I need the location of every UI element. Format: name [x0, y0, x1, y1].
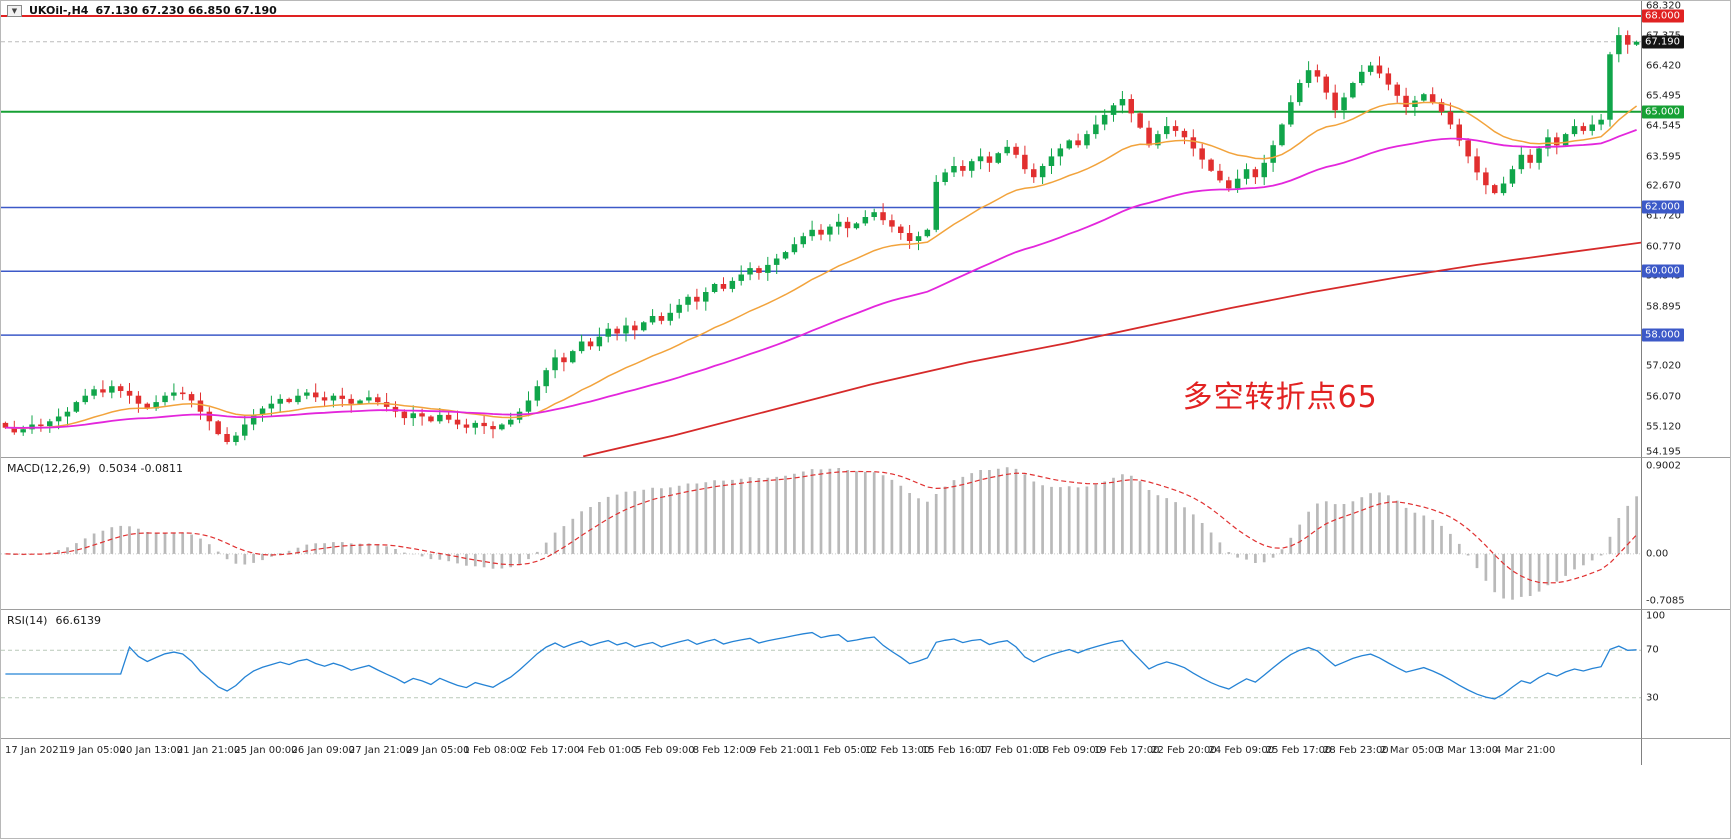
price-axis-tick: 55.120 — [1646, 421, 1681, 433]
rsi-chart-svg[interactable] — [1, 610, 1641, 738]
time-axis-label: 19 Jan 05:00 — [62, 745, 126, 756]
ma-fast-line — [5, 101, 1638, 429]
time-axis-label: 2 Feb 17:00 — [520, 745, 581, 756]
price-axis[interactable]: 68.32067.37566.42065.49564.54563.59562.6… — [1641, 1, 1730, 458]
chart-ohlc-header: ▼ UKOil-,H4 67.130 67.230 66.850 67.190 — [7, 4, 277, 17]
time-axis-label: 18 Feb 09:00 — [1036, 745, 1103, 756]
time-axis-label: 29 Jan 05:00 — [406, 745, 470, 756]
time-axis-label: 25 Jan 00:00 — [234, 745, 298, 756]
time-axis[interactable]: 17 Jan 2021 19 Jan 05:00 20 Jan 13:00 21 Ja… — [1, 739, 1641, 765]
rsi-axis-tick: 30 — [1646, 692, 1659, 704]
price-axis-tick: 64.545 — [1646, 120, 1681, 132]
time-axis-label: 22 Feb 20:00 — [1151, 745, 1217, 756]
time-axis-label: 9 Feb 21:00 — [750, 745, 810, 756]
macd-axis[interactable]: 0.9002 0.00 -0.7085 — [1641, 458, 1730, 610]
macd-title: MACD(12,26,9) — [7, 462, 91, 475]
macd-signal-line — [5, 470, 1638, 584]
ma-slow-line — [582, 241, 1641, 457]
level-price-badge: 62.000 — [1642, 200, 1684, 214]
time-axis-label: 26 Jan 09:00 — [291, 745, 355, 756]
time-axis-label: 2 Mar 05:00 — [1380, 745, 1441, 756]
time-axis-label: 27 Jan 21:00 — [348, 745, 413, 756]
time-axis-label: 4 Feb 01:00 — [578, 745, 638, 756]
ma-mid-line — [5, 129, 1637, 429]
time-axis-label: 4 Mar 21:00 — [1495, 745, 1556, 756]
annotation-text: 多空转折点65 — [1182, 380, 1378, 416]
rsi-line — [5, 631, 1637, 700]
price-chart-panel[interactable]: ▼ UKOil-,H4 67.130 67.230 66.850 67.190 … — [1, 1, 1641, 458]
price-axis-tick: 54.195 — [1646, 446, 1681, 458]
time-axis-label: 3 Mar 13:00 — [1437, 745, 1499, 756]
price-axis-tick: 63.595 — [1646, 151, 1681, 163]
price-axis-tick: 60.770 — [1646, 241, 1681, 253]
rsi-panel[interactable]: RSI(14) 66.6139 — [1, 610, 1641, 739]
time-axis-label: 17 Jan 2021 — [5, 745, 65, 756]
time-axis-label: 11 Feb 05:00 — [807, 745, 873, 756]
symbol-timeframe-label: UKOil-,H4 — [29, 4, 89, 17]
rsi-title: RSI(14) — [7, 614, 48, 627]
price-axis-tick: 61.720 — [1646, 210, 1681, 222]
price-axis-tick: 65.495 — [1646, 90, 1681, 102]
rsi-axis-tick: 70 — [1646, 644, 1659, 656]
time-axis-label: 24 Feb 09:00 — [1208, 745, 1275, 756]
price-axis-tick: 68.320 — [1646, 0, 1681, 12]
rsi-axis-tick: 100 — [1646, 610, 1666, 622]
ohlc-quote-text: 67.130 67.230 66.850 67.190 — [95, 4, 277, 17]
time-axis-label: 28 Feb 23:00 — [1323, 745, 1389, 756]
time-axis-label: 21 Jan 21:00 — [176, 745, 241, 756]
time-axis-label: 5 Feb 09:00 — [635, 745, 695, 756]
chart-grid: ▼ UKOil-,H4 67.130 67.230 66.850 67.190 … — [1, 1, 1730, 765]
price-axis-tick: 56.070 — [1646, 391, 1681, 403]
rsi-axis[interactable]: 100 70 30 — [1641, 610, 1730, 739]
price-axis-tick: 66.420 — [1646, 60, 1681, 72]
candlestick-chart-svg[interactable] — [1, 1, 1641, 457]
macd-axis-tick: -0.7085 — [1646, 595, 1685, 607]
price-axis-tick: 57.020 — [1646, 360, 1681, 372]
time-axis-label: 25 Feb 17:00 — [1265, 745, 1332, 756]
level-price-badge: 68.000 — [1642, 9, 1684, 23]
macd-axis-tick: 0.9002 — [1646, 460, 1681, 472]
price-axis-tick: 58.895 — [1646, 301, 1681, 313]
time-axis-label: 8 Feb 12:00 — [692, 745, 752, 756]
level-price-badge: 58.000 — [1642, 328, 1684, 342]
time-axis-label: 12 Feb 13:00 — [864, 745, 931, 756]
macd-panel[interactable]: MACD(12,26,9) 0.5034 -0.0811 — [1, 458, 1641, 610]
macd-histogram — [12, 467, 1638, 600]
time-axis-label: 20 Jan 13:00 — [119, 745, 183, 756]
candles-group — [2, 27, 1640, 446]
time-axis-label: 1 Feb 08:00 — [463, 745, 523, 756]
time-axis-label: 15 Feb 16:00 — [921, 745, 988, 756]
macd-values: 0.5034 -0.0811 — [98, 462, 183, 475]
axis-corner — [1641, 739, 1730, 765]
symbol-dropdown-icon[interactable]: ▼ — [7, 4, 22, 17]
macd-axis-tick: 0.00 — [1646, 548, 1669, 560]
price-axis-tick: 62.670 — [1646, 180, 1681, 192]
macd-chart-svg[interactable] — [1, 458, 1641, 609]
level-price-badge: 60.000 — [1642, 264, 1684, 278]
rsi-legend: RSI(14) 66.6139 — [7, 614, 101, 627]
rsi-value: 66.6139 — [55, 614, 101, 627]
bottom-whitespace — [1, 765, 1730, 838]
level-price-badge: 65.000 — [1642, 105, 1684, 119]
time-axis-label: 17 Feb 01:00 — [979, 745, 1045, 756]
current-price-badge: 67.190 — [1642, 35, 1684, 49]
macd-legend: MACD(12,26,9) 0.5034 -0.0811 — [7, 462, 183, 475]
time-axis-label: 19 Feb 17:00 — [1093, 745, 1160, 756]
